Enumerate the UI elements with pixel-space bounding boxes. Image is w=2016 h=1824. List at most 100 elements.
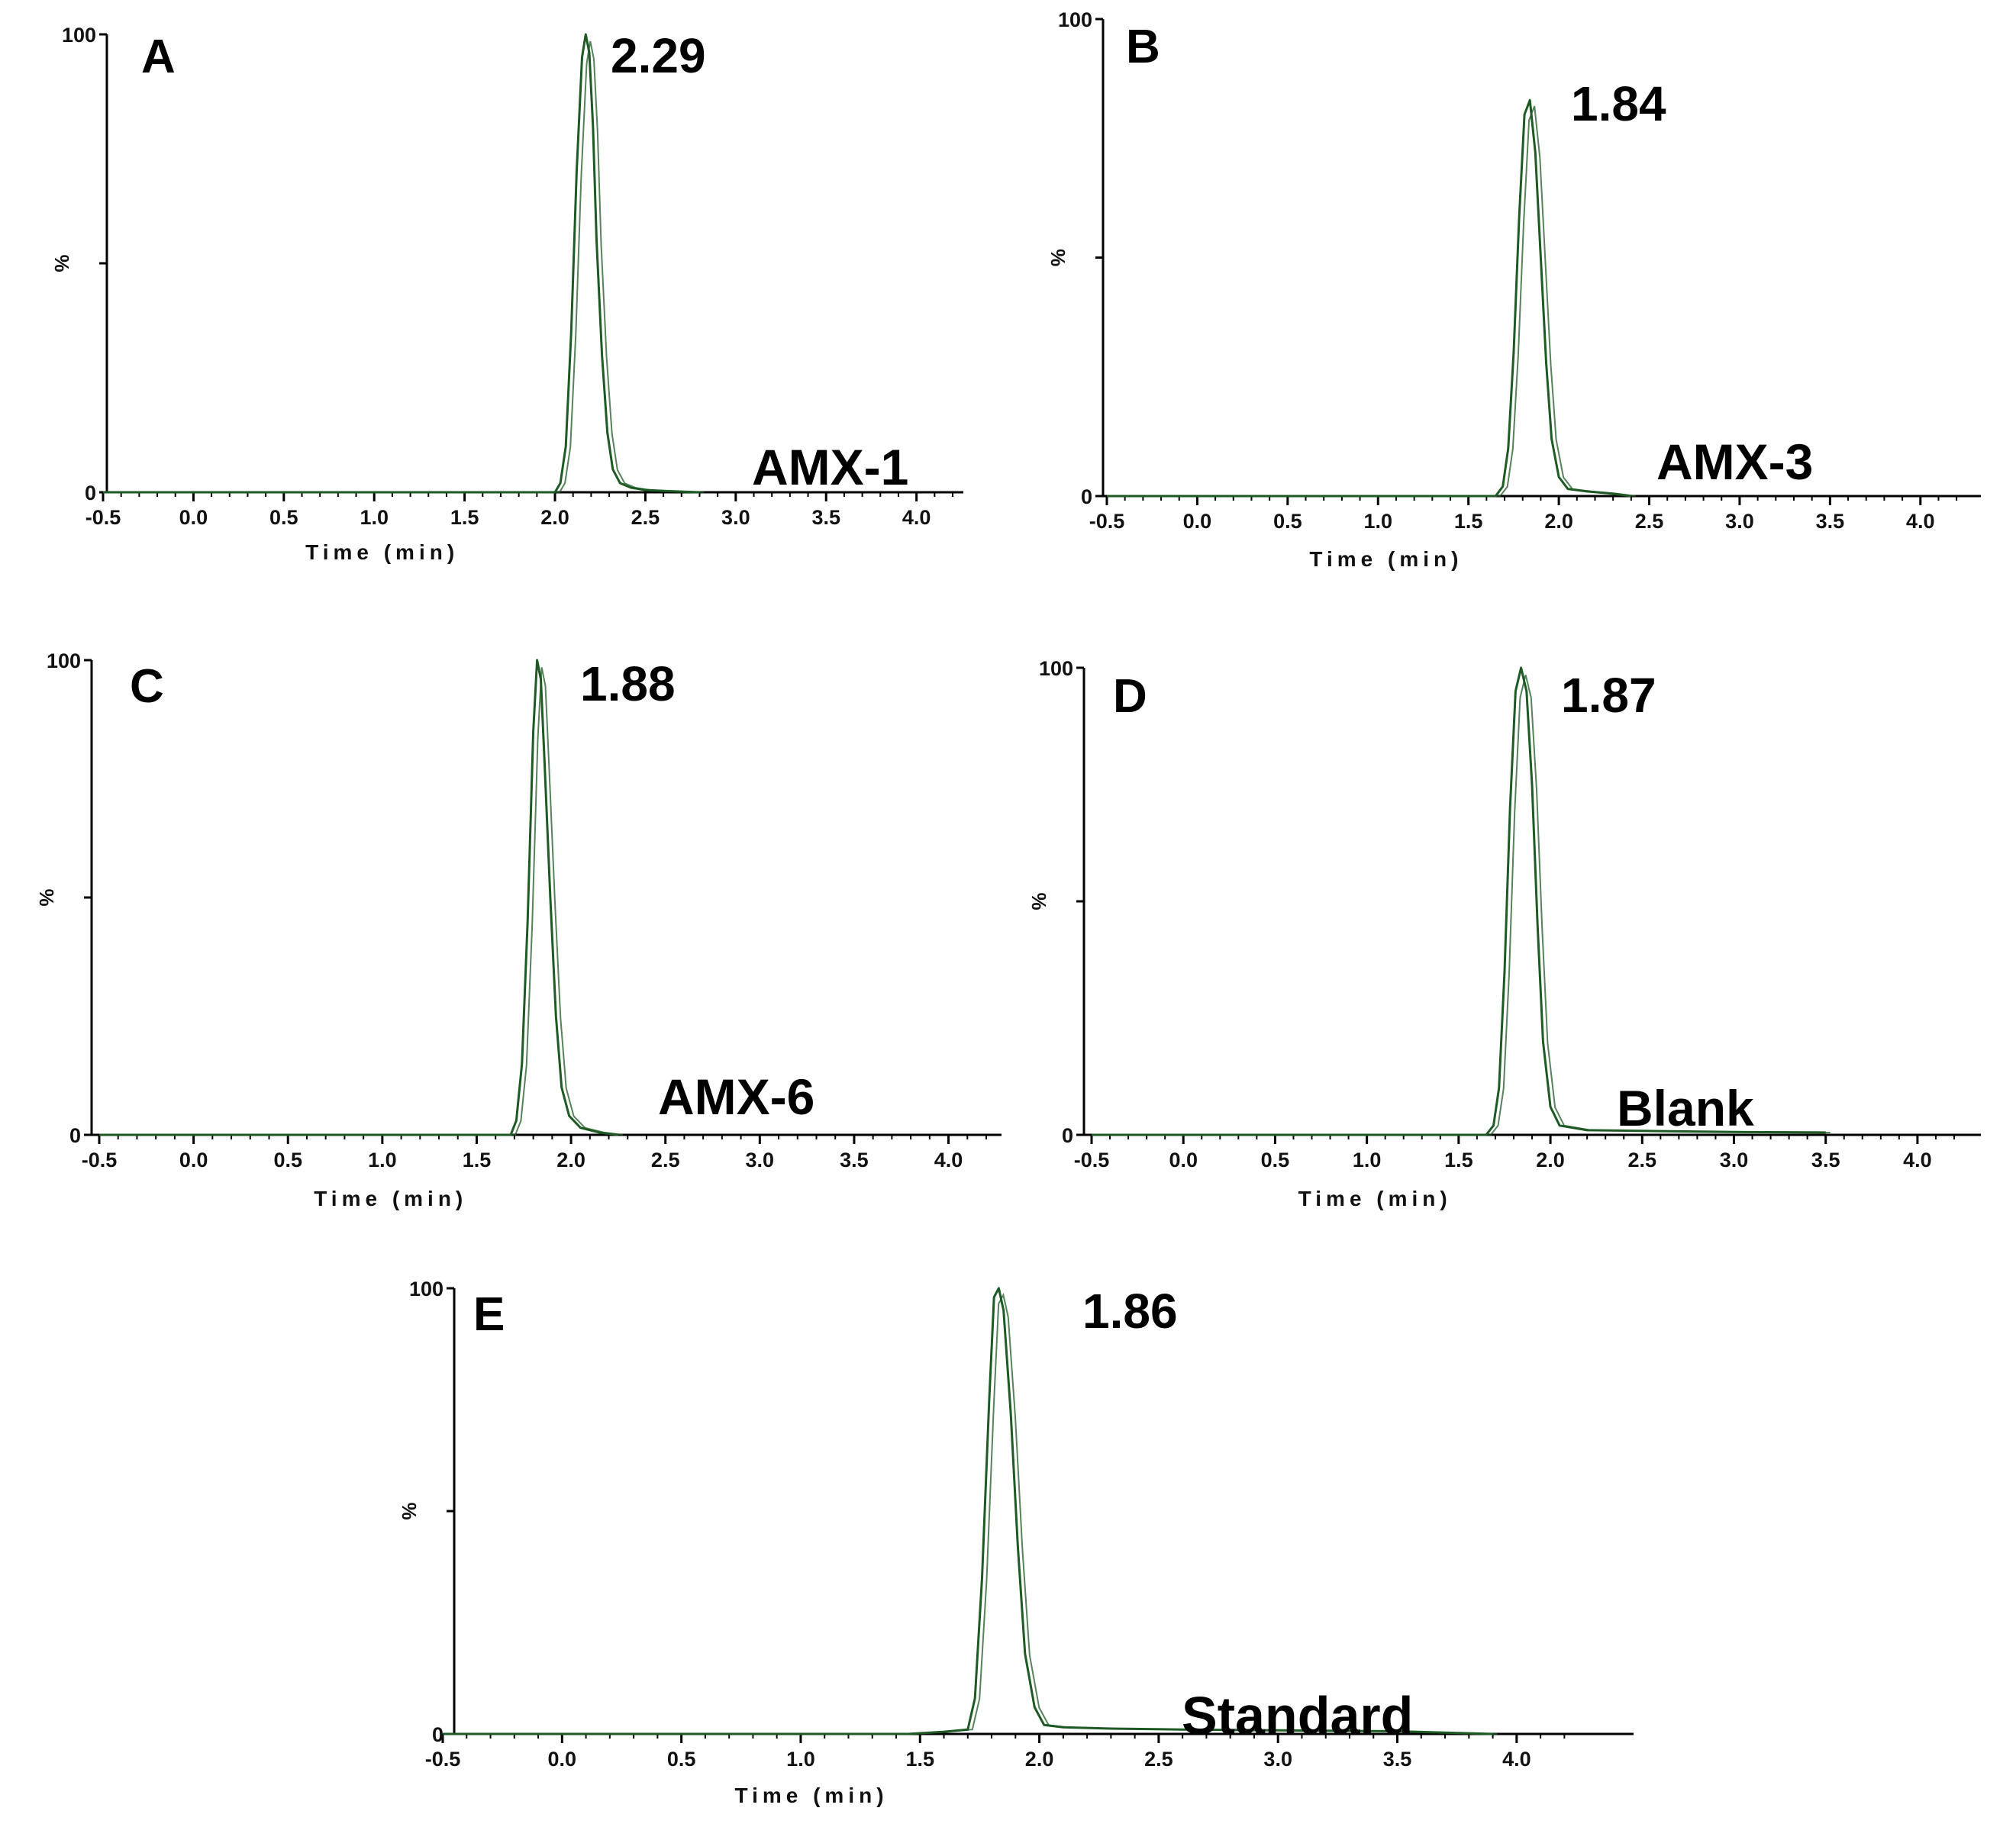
panel-d: -0.5 0.0 0.5 1.0 1.5 2.0 2.5 3.0 3.5 4.0 0 100% Time… [1027,657,1981,1210]
x-tick-label: 4.0 [934,1149,963,1171]
x-tick-label: 2.5 [1628,1149,1657,1171]
x-axis-title: Time (min) [1298,1187,1452,1210]
x-tick-label: 2.0 [1544,510,1573,533]
panel-letter: A [141,31,176,83]
x-tick-label: 1.5 [463,1149,492,1171]
x-axis-title: Time (min) [305,540,459,564]
y-axis-title: % [1027,892,1050,910]
x-tick-label: 4.0 [1903,1149,1932,1171]
x-tick-label: 0.0 [548,1748,577,1771]
peak-retention-label: 2.29 [611,28,706,83]
sample-label: AMX-3 [1656,433,1813,490]
chromatogram-trace [1107,98,1631,498]
y-axis-title: % [1047,249,1069,266]
x-tick-label: 2.5 [1635,510,1664,533]
chromatogram-trace-edge [447,1292,1498,1735]
x-tick-label: 0.0 [179,506,208,529]
x-tick-label: 1.0 [368,1149,397,1171]
panel-c: -0.5 0.0 0.5 1.0 1.5 2.0 2.5 3.0 3.5 4.0 0 100% Time… [35,649,1002,1210]
x-tick-label: 2.5 [631,506,660,529]
x-tick-label: 3.0 [721,506,750,529]
x-tick-label: 3.5 [1811,1149,1840,1171]
y-axis-title: % [50,254,73,272]
panel-e: -0.5 0.0 0.5 1.0 1.5 2.0 2.5 3.0 3.5 4.0 0 100% Time… [398,1278,1634,1807]
chromatogram-trace-edge [104,667,624,1136]
panel-letter: E [473,1288,505,1341]
peak-retention-label: 1.87 [1561,668,1656,723]
x-axis-title: Time (min) [314,1187,467,1210]
chromatogram-trace [1092,666,1826,1136]
x-tick-label: 2.0 [556,1149,585,1171]
sample-label: AMX-1 [752,439,908,495]
x-tick-label: 1.5 [1444,1149,1473,1171]
x-tick-label: 0.5 [1261,1149,1290,1171]
y-axis-title: % [35,888,58,906]
x-tick-label: 1.5 [905,1748,934,1771]
chromatogram-trace [99,659,619,1136]
x-tick-label: 2.0 [1536,1149,1565,1171]
panel-b: -0.5 0.0 0.5 1.0 1.5 2.0 2.5 3.0 3.5 4.0 0 100% Time… [1047,8,1981,571]
x-tick-label: 0.5 [273,1149,302,1171]
y-tick-label: 0 [432,1723,444,1746]
x-tick-label: 3.0 [1263,1748,1292,1771]
peak-retention-label: 1.86 [1082,1284,1178,1339]
x-tick-label: 1.5 [1454,510,1483,533]
x-tick-label: 2.0 [540,506,569,529]
x-tick-label: 2.5 [651,1149,680,1171]
x-tick-label: -0.5 [1074,1149,1110,1171]
y-tick-label: 0 [1062,1124,1073,1147]
x-tick-label: -0.5 [425,1748,461,1771]
x-tick-label: 0.0 [179,1149,208,1171]
x-tick-label: 1.0 [786,1748,815,1771]
x-axis-title: Time (min) [734,1784,888,1807]
x-tick-label: 3.5 [1383,1748,1412,1771]
x-axis-title: Time (min) [1309,547,1463,571]
y-tick-label: 100 [47,649,81,672]
x-tick-label: 1.0 [1353,1149,1382,1171]
y-tick-label: 100 [62,24,96,47]
x-tick-label: 2.5 [1144,1748,1173,1771]
y-tick-label: 0 [69,1124,81,1147]
y-tick-label: 0 [1081,485,1092,508]
x-tick-label: -0.5 [85,506,121,529]
sample-label: Blank [1617,1080,1754,1136]
sample-label: AMX-6 [658,1068,814,1125]
x-tick-label: 0.5 [269,506,298,529]
x-tick-label: 3.5 [1816,510,1845,533]
x-tick-label: 4.0 [902,506,931,529]
peak-retention-label: 1.88 [580,656,676,711]
x-tick-label: 3.0 [746,1149,775,1171]
x-tick-label: 2.0 [1025,1748,1054,1771]
chromatogram-trace-edge [108,40,705,493]
sample-label: Standard [1182,1686,1413,1745]
x-tick-label: 0.5 [1273,510,1302,533]
x-tick-label: -0.5 [1089,510,1125,533]
panel-letter: D [1113,670,1147,723]
y-tick-label: 0 [85,482,96,504]
chromatogram-trace [443,1287,1493,1735]
x-tick-label: 0.5 [667,1748,696,1771]
x-tick-label: 1.5 [450,506,479,529]
chromatogram-trace [103,33,700,494]
x-tick-label: 0.0 [1183,510,1212,533]
peak-retention-label: 1.84 [1571,76,1666,131]
x-tick-label: -0.5 [82,1149,118,1171]
x-tick-label: 3.0 [1720,1149,1749,1171]
panel-letter: C [130,660,164,713]
x-tick-label: 1.0 [360,506,389,529]
x-tick-label: 1.0 [1363,510,1392,533]
chromatogram-trace-edge [1096,674,1831,1136]
y-tick-label: 100 [1058,8,1092,31]
x-tick-label: 4.0 [1906,510,1935,533]
y-axis-title: % [398,1502,421,1519]
y-tick-label: 100 [409,1278,444,1300]
panel-a: -0.5 0.0 0.5 1.0 1.5 2.0 2.5 3.0 3.5 4.0 0 100% Time… [50,24,963,564]
x-tick-label: 0.0 [1169,1149,1198,1171]
x-tick-label: 4.0 [1502,1748,1531,1771]
chromatogram-trace-edge [1111,105,1636,497]
y-tick-label: 100 [1039,657,1073,680]
x-tick-label: 3.5 [811,506,840,529]
x-tick-label: 3.0 [1725,510,1754,533]
x-tick-label: 3.5 [840,1149,869,1171]
